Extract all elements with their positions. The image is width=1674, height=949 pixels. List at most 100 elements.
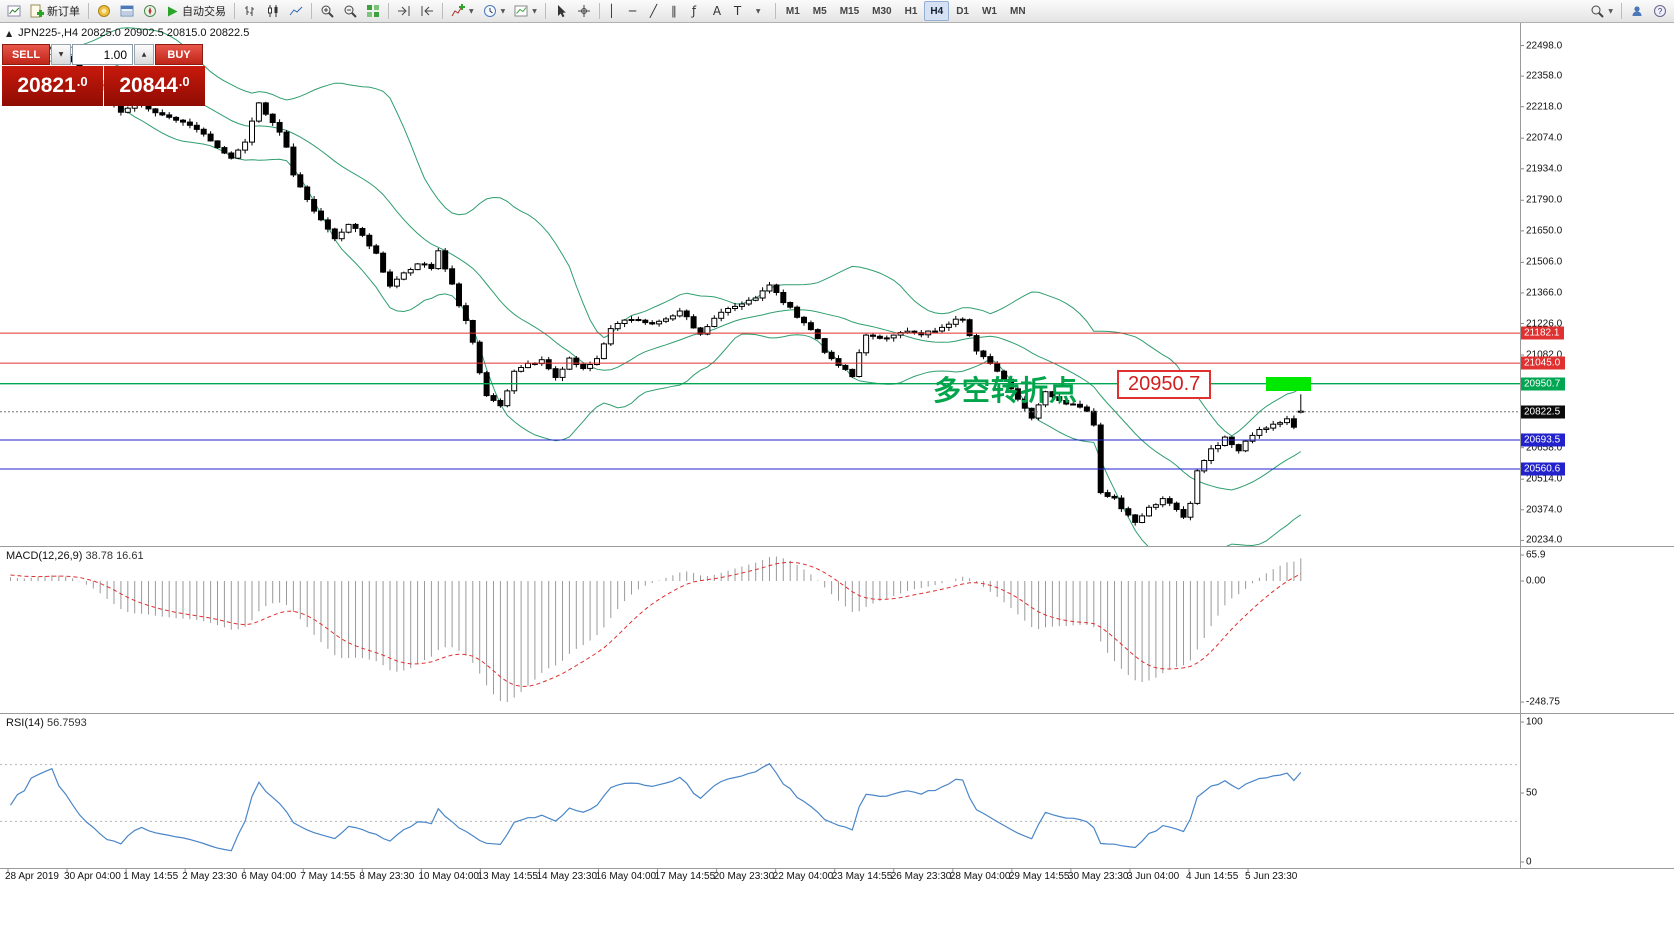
- turning-point-annotation: 多空转折点: [933, 375, 1079, 406]
- time-axis-label: 2 May 23:30: [182, 871, 238, 882]
- auto-trading-label: 自动交易: [182, 6, 226, 18]
- toolbar-separator: [311, 3, 312, 19]
- chevron-down-icon: ▼: [469, 7, 474, 15]
- search-button[interactable]: ▼: [1586, 1, 1617, 21]
- community-button[interactable]: [1626, 1, 1648, 21]
- zoom-out-icon: [344, 5, 357, 18]
- timeframe-h1[interactable]: H1: [899, 1, 924, 21]
- vertical-line-button[interactable]: │: [604, 1, 624, 21]
- price-axis-tick: 21790.0: [1526, 194, 1563, 206]
- symbol-info: ▲ JPN225-,H4 20825.0 20902.5 20815.0 208…: [6, 27, 249, 39]
- timeframe-h4[interactable]: H4: [924, 1, 950, 21]
- macd-pane: [10, 556, 1302, 702]
- time-axis-label: 16 May 04:00: [595, 871, 657, 882]
- chart-window-icon: [7, 5, 21, 17]
- timeframe-m30[interactable]: M30: [866, 1, 897, 21]
- periods-button[interactable]: ▼: [479, 1, 510, 21]
- time-axis-label: 29 May 14:55: [1008, 871, 1070, 882]
- clock-icon: [483, 5, 496, 17]
- toolbar-separator: [234, 3, 235, 19]
- time-axis-label: 26 May 23:30: [890, 871, 952, 882]
- horizontal-line-button[interactable]: ─: [625, 1, 645, 21]
- chevron-down-icon: ▼: [755, 7, 761, 15]
- candlestick-chart-button[interactable]: [262, 1, 284, 21]
- symbol-ohlc-text: JPN225-,H4 20825.0 20902.5 20815.0 20822…: [18, 27, 250, 39]
- help-button[interactable]: ?: [1649, 1, 1671, 21]
- zoom-in-button[interactable]: [316, 1, 338, 21]
- toolbar-separator: [442, 3, 443, 19]
- new-order-button[interactable]: 新订单: [26, 1, 84, 21]
- panel-collapse-icon[interactable]: ▲: [6, 28, 13, 38]
- price-axis-tick: 21366.0: [1526, 287, 1563, 299]
- auto-scroll-button[interactable]: [393, 1, 415, 21]
- channel-button[interactable]: ∥: [667, 1, 687, 21]
- macd-name: MACD(12,26,9): [6, 550, 83, 562]
- chart-shift-button[interactable]: [416, 1, 438, 21]
- line-chart-button[interactable]: [285, 1, 307, 21]
- indicators-button[interactable]: ▼: [447, 1, 478, 21]
- time-axis-label: 1 May 14:55: [123, 871, 179, 882]
- navigator-button[interactable]: [139, 1, 161, 21]
- price-pane: [0, 27, 1520, 546]
- volume-decrease-button[interactable]: ▼: [51, 44, 71, 65]
- price-axis-tick: 22358.0: [1526, 70, 1563, 82]
- tile-windows-button[interactable]: [362, 1, 384, 21]
- price-axis-tick: 21082.0: [1526, 349, 1563, 361]
- one-click-trading-panel: SELL ▼ ▲ BUY 20821 .0 20844 .0: [2, 44, 206, 106]
- price-axis-tick: 22498.0: [1526, 40, 1563, 51]
- text-label-button[interactable]: T: [730, 1, 750, 21]
- data-window-button[interactable]: [116, 1, 138, 21]
- fibonacci-button[interactable]: ƒ: [688, 1, 708, 21]
- chevron-down-icon: ▼: [532, 7, 537, 15]
- text-button[interactable]: A: [709, 1, 729, 21]
- time-axis-label: 28 May 04:00: [949, 871, 1011, 882]
- time-axis-label: 20 May 23:30: [713, 871, 775, 882]
- macd-values: 38.78 16.61: [85, 550, 144, 562]
- timeframes-toolbar: M1 M5 M15 M30 H1 H4 D1 W1 MN: [780, 1, 1032, 21]
- market-watch-button[interactable]: [93, 1, 115, 21]
- trendline-button[interactable]: ╱: [646, 1, 666, 21]
- timeframe-m1[interactable]: M1: [780, 1, 806, 21]
- timeframe-d1[interactable]: D1: [950, 1, 975, 21]
- data-window-icon: [120, 5, 134, 17]
- cursor-button[interactable]: [550, 1, 572, 21]
- crosshair-button[interactable]: [573, 1, 595, 21]
- toolbar-separator: [544, 3, 546, 19]
- time-axis-label: 30 Apr 04:00: [64, 871, 121, 882]
- auto-trading-button[interactable]: 自动交易: [162, 1, 230, 21]
- price-axis-tick: 22074.0: [1526, 132, 1563, 144]
- buy-button[interactable]: BUY: [155, 44, 203, 65]
- time-axis-label: 6 May 04:00: [241, 871, 297, 882]
- bar-chart-icon: [245, 6, 254, 16]
- time-axis-label: 28 Apr 2019: [5, 871, 59, 882]
- price-level-label: 20950.7: [1521, 377, 1566, 391]
- sell-button[interactable]: SELL: [2, 44, 50, 65]
- time-axis-label: 5 Jun 23:30: [1245, 871, 1298, 882]
- price-axis-tick: 21934.0: [1526, 163, 1563, 175]
- toolbar-separator: [774, 3, 776, 19]
- sell-price[interactable]: 20821 .0: [2, 66, 103, 106]
- price-axis-tick: 21506.0: [1526, 256, 1563, 268]
- buy-price[interactable]: 20844 .0: [104, 66, 205, 106]
- chevron-down-icon: ▼: [500, 7, 506, 15]
- templates-icon: [514, 5, 528, 17]
- templates-button[interactable]: ▼: [510, 1, 541, 21]
- sell-price-decimal: .0: [76, 73, 88, 89]
- volume-increase-button[interactable]: ▲: [134, 44, 154, 65]
- toolbar-separator: [88, 3, 89, 19]
- bar-chart-button[interactable]: [239, 1, 261, 21]
- charts-window-button[interactable]: [3, 1, 25, 21]
- timeframe-m15[interactable]: M15: [834, 1, 865, 21]
- rsi-pane: [0, 763, 1520, 852]
- timeframe-mn[interactable]: MN: [1004, 1, 1032, 21]
- time-axis-label: 4 Jun 14:55: [1186, 871, 1239, 882]
- shapes-button[interactable]: ▼: [751, 1, 771, 21]
- timeframe-m5[interactable]: M5: [807, 1, 833, 21]
- search-icon: [1591, 5, 1605, 18]
- timeframe-w1[interactable]: W1: [976, 1, 1003, 21]
- indicators-icon: [451, 4, 465, 17]
- volume-input[interactable]: [72, 44, 133, 65]
- zoom-out-button[interactable]: [339, 1, 361, 21]
